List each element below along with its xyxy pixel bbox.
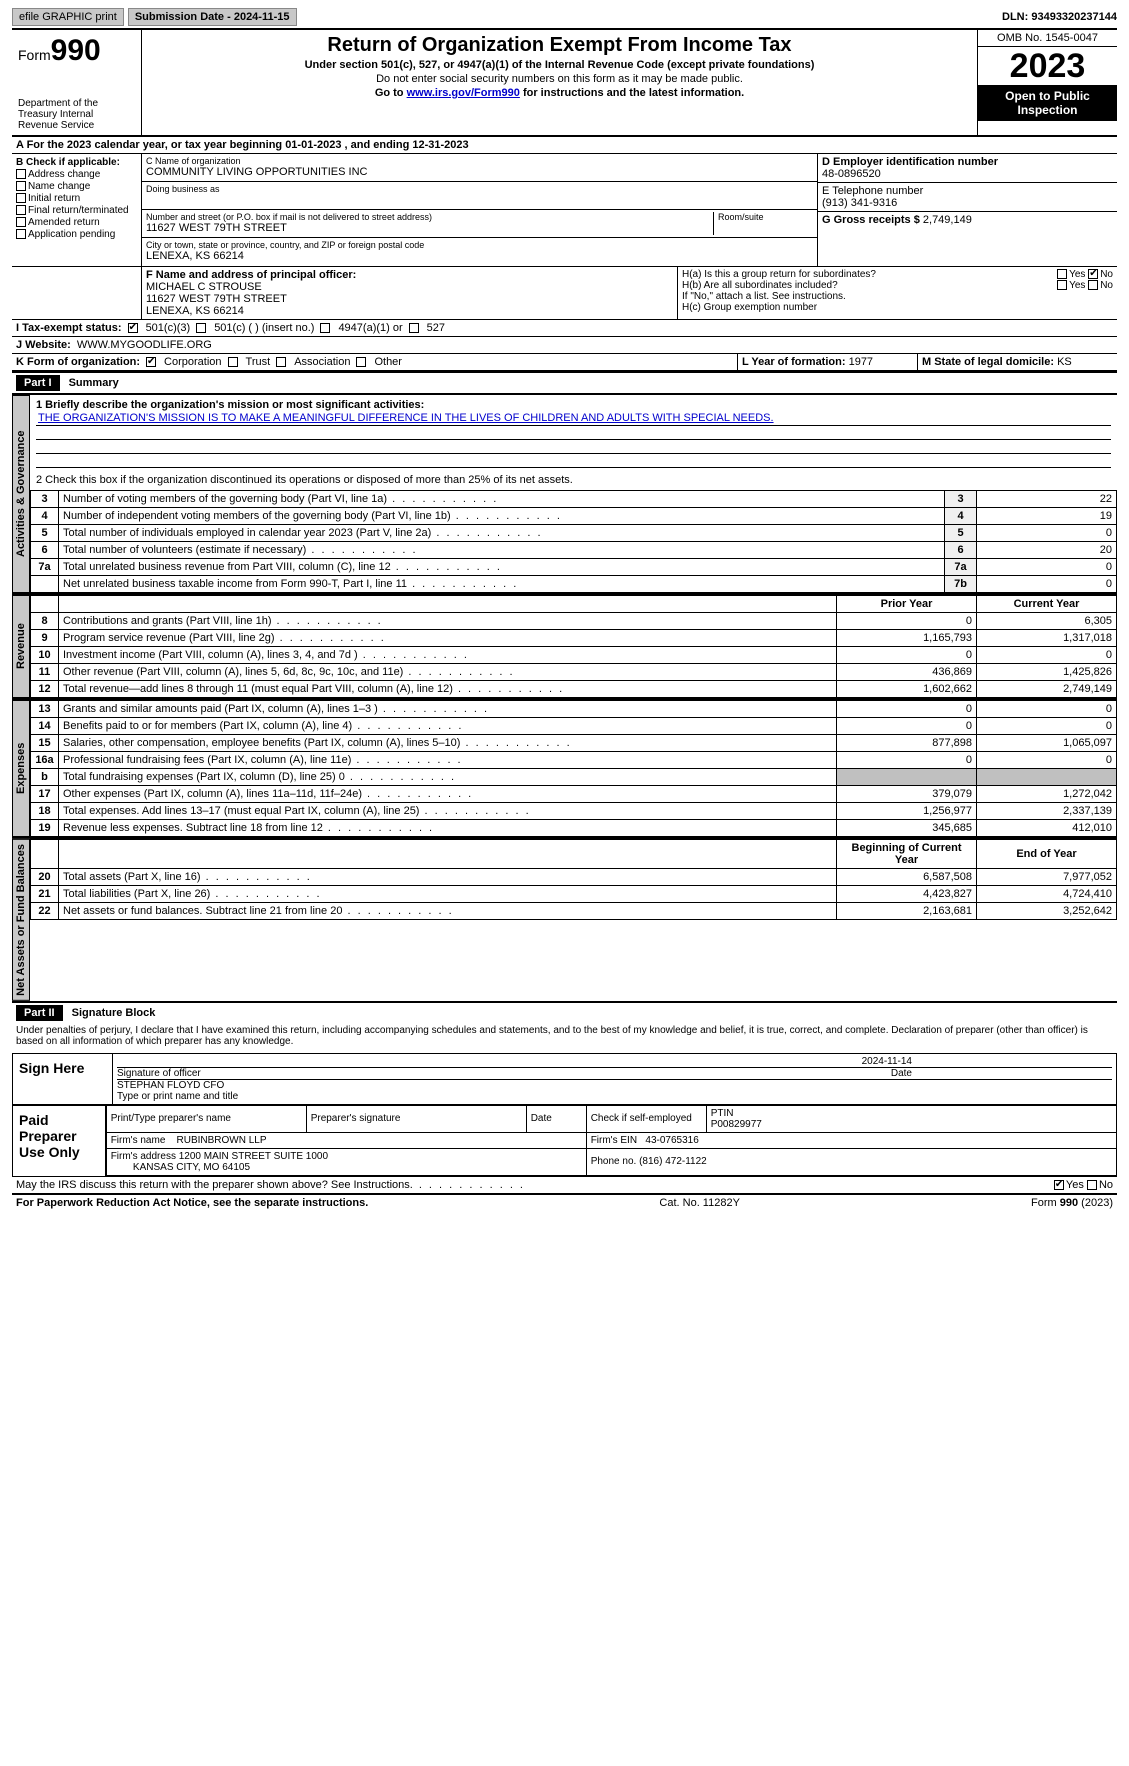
mission-text: THE ORGANIZATION'S MISSION IS TO MAKE A … <box>36 411 1111 426</box>
chk-final-return[interactable] <box>16 205 26 215</box>
chk-hb-no[interactable] <box>1088 280 1098 290</box>
phone: (913) 341-9316 <box>822 197 1113 209</box>
officer-name: MICHAEL C STROUSE <box>146 281 673 293</box>
subtitle-1: Under section 501(c), 527, or 4947(a)(1)… <box>150 59 969 71</box>
chk-4947[interactable] <box>320 323 330 333</box>
tax-year: 2023 <box>978 47 1117 85</box>
tab-expenses: Expenses <box>12 700 30 837</box>
box-i: I Tax-exempt status: 501(c)(3) 501(c) ( … <box>12 320 1117 337</box>
dept-label: Department of the Treasury Internal Reve… <box>18 98 135 131</box>
box-f: F Name and address of principal officer:… <box>142 267 677 319</box>
chk-501c[interactable] <box>196 323 206 333</box>
box-k: K Form of organization: Corporation Trus… <box>12 354 737 370</box>
part-2-header: Part II <box>16 1005 63 1021</box>
declaration: Under penalties of perjury, I declare th… <box>12 1023 1117 1049</box>
firm-addr1: 1200 MAIN STREET SUITE 1000 <box>179 1151 328 1162</box>
pra-notice: For Paperwork Reduction Act Notice, see … <box>16 1197 368 1209</box>
sign-here-label: Sign Here <box>13 1054 113 1104</box>
line2-text: 2 Check this box if the organization dis… <box>36 474 1111 486</box>
chk-501c3[interactable] <box>128 323 138 333</box>
sign-block: Sign Here 2024-11-14 Signature of office… <box>12 1053 1117 1106</box>
ein: 48-0896520 <box>822 168 1113 180</box>
line1-label: 1 Briefly describe the organization's mi… <box>36 399 1111 411</box>
org-name: COMMUNITY LIVING OPPORTUNITIES INC <box>146 166 813 178</box>
form-prefix: Form <box>18 47 51 63</box>
box-j: J Website: WWW.MYGOODLIFE.ORG <box>12 337 1117 354</box>
firm-ein: 43-0765316 <box>645 1135 698 1146</box>
year-formation: 1977 <box>849 356 873 368</box>
street: 11627 WEST 79TH STREET <box>146 222 713 234</box>
gross-receipts: 2,749,149 <box>923 214 972 226</box>
city: LENEXA, KS 66214 <box>146 250 813 262</box>
chk-initial-return[interactable] <box>16 193 26 203</box>
section-revenue: Revenue Prior YearCurrent Year8Contribut… <box>12 593 1117 698</box>
form-number: 990 <box>51 34 101 67</box>
form-header: Form990 Department of the Treasury Inter… <box>12 30 1117 137</box>
chk-discuss-yes[interactable] <box>1054 1180 1064 1190</box>
form-title: Return of Organization Exempt From Incom… <box>150 34 969 57</box>
box-h: H(a) Is this a group return for subordin… <box>677 267 1117 319</box>
chk-app-pending[interactable] <box>16 229 26 239</box>
chk-assoc[interactable] <box>276 357 286 367</box>
section-expenses: Expenses 13Grants and similar amounts pa… <box>12 698 1117 837</box>
netassets-table: Beginning of Current YearEnd of Year20To… <box>30 839 1117 920</box>
chk-name-change[interactable] <box>16 181 26 191</box>
chk-527[interactable] <box>409 323 419 333</box>
top-toolbar: efile GRAPHIC print Submission Date - 20… <box>12 8 1117 30</box>
chk-hb-yes[interactable] <box>1057 280 1067 290</box>
goto-pre: Go to <box>375 87 407 99</box>
section-governance: Activities & Governance 1 Briefly descri… <box>12 393 1117 593</box>
tab-governance: Activities & Governance <box>12 395 30 593</box>
expenses-table: 13Grants and similar amounts paid (Part … <box>30 700 1117 837</box>
firm-phone: (816) 472-1122 <box>639 1156 707 1167</box>
chk-address-change[interactable] <box>16 169 26 179</box>
state-domicile: KS <box>1057 356 1072 368</box>
chk-amended[interactable] <box>16 217 26 227</box>
paid-preparer-label: Paid Preparer Use Only <box>13 1106 106 1176</box>
efile-button[interactable]: efile GRAPHIC print <box>12 8 124 26</box>
tab-revenue: Revenue <box>12 595 30 698</box>
chk-ha-no[interactable] <box>1088 269 1098 279</box>
sig-date: 2024-11-14 <box>117 1056 1112 1068</box>
goto-post: for instructions and the latest informat… <box>520 87 744 99</box>
omb-number: OMB No. 1545-0047 <box>978 30 1117 47</box>
chk-corp[interactable] <box>146 357 156 367</box>
period-line: A For the 2023 calendar year, or tax yea… <box>12 137 1117 154</box>
chk-ha-yes[interactable] <box>1057 269 1067 279</box>
page-footer: For Paperwork Reduction Act Notice, see … <box>12 1194 1117 1211</box>
right-info: D Employer identification number48-08965… <box>817 154 1117 266</box>
open-to-public: Open to Public Inspection <box>978 85 1117 121</box>
section-netassets: Net Assets or Fund Balances Beginning of… <box>12 837 1117 1001</box>
part-1-header: Part I <box>16 375 60 391</box>
dln: DLN: 93493320237144 <box>1002 11 1117 23</box>
form-footer: Form 990 (2023) <box>1031 1197 1113 1209</box>
officer-sig: STEPHAN FLOYD CFO <box>117 1079 1112 1091</box>
discuss-question: May the IRS discuss this return with the… <box>16 1179 413 1191</box>
box-b-title: B Check if applicable: <box>16 157 137 168</box>
submission-date: Submission Date - 2024-11-15 <box>128 8 297 26</box>
preparer-block: Paid Preparer Use Only Print/Type prepar… <box>12 1106 1117 1177</box>
website: WWW.MYGOODLIFE.ORG <box>77 339 212 351</box>
chk-discuss-no[interactable] <box>1087 1180 1097 1190</box>
subtitle-2: Do not enter social security numbers on … <box>150 73 969 85</box>
tab-netassets: Net Assets or Fund Balances <box>12 839 30 1001</box>
ptin: P00829977 <box>711 1119 1112 1130</box>
chk-other[interactable] <box>356 357 366 367</box>
chk-trust[interactable] <box>228 357 238 367</box>
governance-table: 3Number of voting members of the governi… <box>30 490 1117 593</box>
irs-link[interactable]: www.irs.gov/Form990 <box>407 87 520 99</box>
box-b: B Check if applicable: Address change Na… <box>12 154 142 266</box>
cat-no: Cat. No. 11282Y <box>659 1197 740 1209</box>
part-1-title: Summary <box>63 377 119 389</box>
revenue-table: Prior YearCurrent Year8Contributions and… <box>30 595 1117 698</box>
box-c: C Name of organizationCOMMUNITY LIVING O… <box>142 154 817 266</box>
firm-name: RUBINBROWN LLP <box>177 1135 267 1146</box>
part-2-title: Signature Block <box>66 1007 156 1019</box>
